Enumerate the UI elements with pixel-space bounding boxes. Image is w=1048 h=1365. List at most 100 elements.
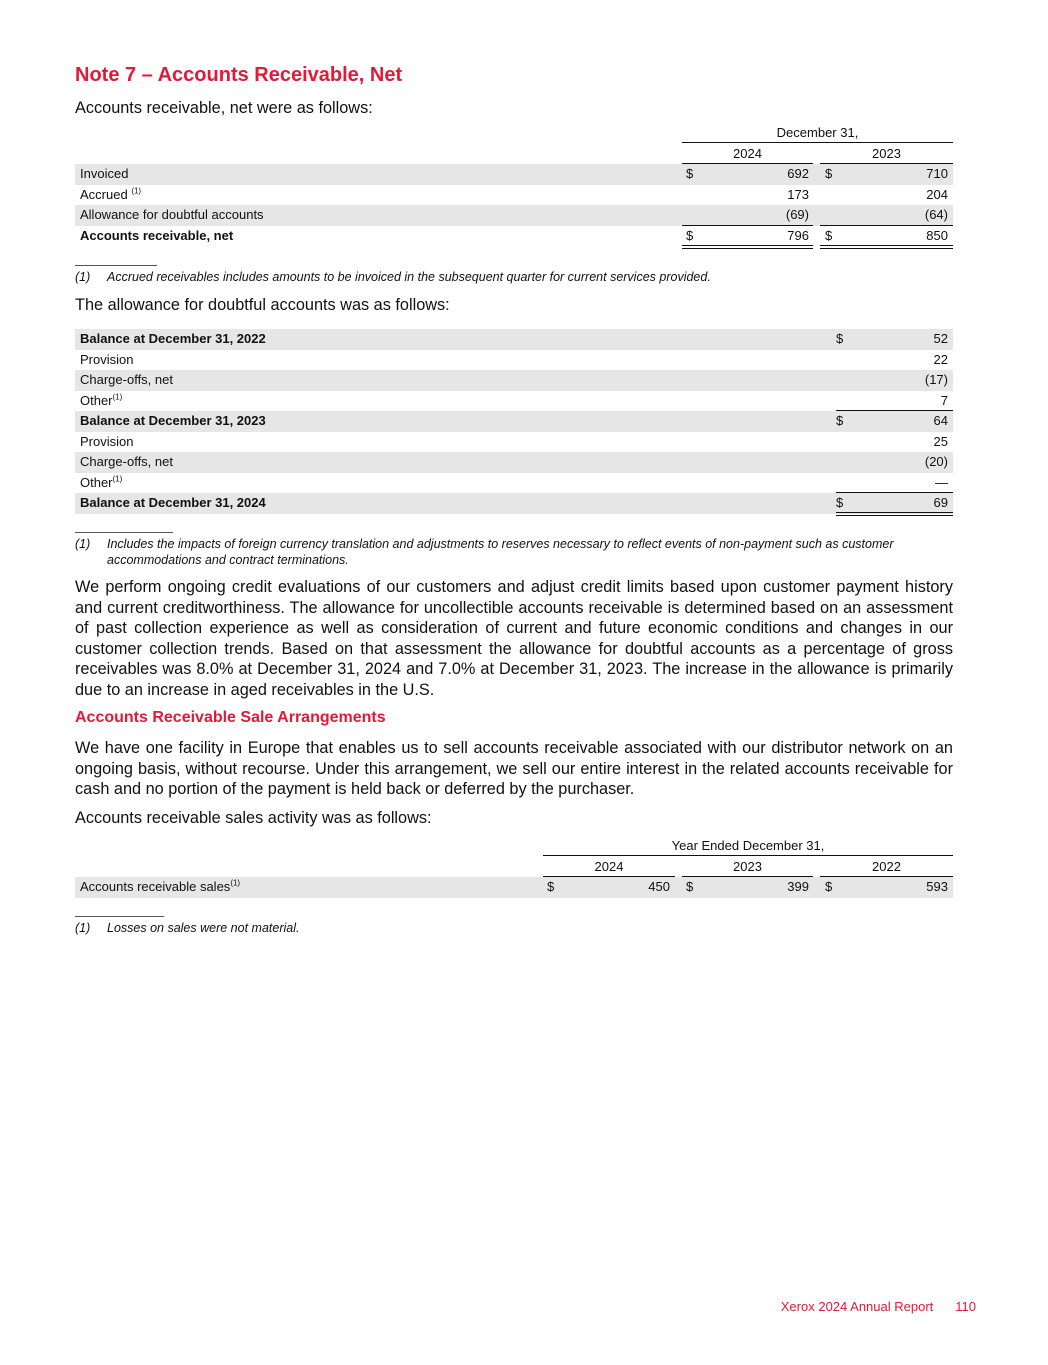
row-label: Accrued (1): [80, 185, 141, 206]
allowance-table: Balance at December 31, 2022 $52 Provision…: [75, 329, 953, 519]
footnote-marker: (1): [230, 878, 241, 888]
currency-symbol: $: [836, 495, 844, 510]
divider: [682, 142, 953, 143]
row-label: Charge-offs, net: [80, 370, 173, 391]
table-row: Accounts receivable sales(1) $450 $399 $593: [75, 877, 953, 898]
accounts-receivable-table: December 31, 2024 2023 Invoiced $692 $710 A…: [75, 123, 953, 253]
row-label-text: Accounts receivable, net: [80, 227, 234, 243]
table-row: Other(1) —: [75, 473, 953, 494]
cell-value: 692: [787, 166, 809, 181]
footnote-rule: [75, 916, 164, 917]
cell-value: 173: [787, 186, 809, 202]
row-label: Provision: [80, 432, 133, 453]
receivable-sales-table: Year Ended December 31, 2024 2023 2022 A…: [75, 836, 953, 898]
table-row: Balance at December 31, 2022 $52: [75, 329, 953, 350]
table-row: Invoiced $692 $710: [75, 164, 953, 185]
row-label-text: Accounts receivable sales: [80, 879, 231, 894]
column-header: 2024: [733, 146, 762, 161]
row-label: Accounts receivable sales(1): [80, 877, 240, 898]
cell-value: (64): [924, 207, 948, 222]
row-label: Balance at December 31, 2024: [80, 493, 266, 514]
column-group-header: Year Ended December 31,: [671, 838, 825, 853]
row-label-text: Accrued: [80, 186, 132, 202]
footnote: (1) Losses on sales were not material.: [75, 921, 300, 935]
currency-symbol: $: [686, 227, 694, 243]
currency-symbol: $: [686, 879, 694, 894]
table-row: Provision 25: [75, 432, 953, 453]
divider: [836, 410, 953, 411]
cell-value: 399: [787, 879, 809, 894]
column-header: 2023: [733, 859, 762, 874]
cell-value: 593: [926, 879, 948, 894]
currency-symbol: $: [825, 879, 833, 894]
row-label-text: Invoiced: [80, 166, 129, 181]
intro-text: Accounts receivable sales activity was a…: [75, 809, 432, 827]
row-label: Invoiced: [80, 164, 128, 185]
double-underline: [836, 512, 953, 516]
row-label: Allowance for doubtful accounts: [80, 205, 264, 226]
cell-value: 710: [926, 166, 948, 181]
cell-value: 25: [933, 433, 948, 449]
column-header: 2024: [594, 859, 624, 874]
currency-symbol: $: [825, 227, 833, 243]
intro-text: Accounts receivable, net were as follows…: [75, 99, 373, 117]
double-underline: [820, 245, 953, 249]
row-label-text: Allowance for doubtful accounts: [80, 207, 264, 222]
cell-value: 204: [926, 186, 948, 202]
currency-symbol: $: [836, 413, 844, 428]
page-footer: Xerox 2024 Annual Report 110: [759, 1299, 976, 1314]
page-number: 110: [955, 1299, 976, 1314]
footnote: (1) Accrued receivables includes amounts…: [75, 270, 711, 284]
row-label-text: Provision: [80, 433, 134, 449]
row-label: Charge-offs, net: [80, 452, 173, 473]
divider: [682, 876, 813, 877]
currency-symbol: $: [547, 879, 555, 894]
cell-value: 7: [940, 392, 948, 408]
column-header: 2022: [872, 859, 901, 874]
column-header: 2023: [872, 146, 901, 161]
table-row: Other(1) 7: [75, 391, 953, 412]
report-name: Xerox 2024 Annual Report: [780, 1299, 934, 1314]
divider: [682, 225, 813, 226]
footnote-rule: [75, 532, 173, 533]
currency-symbol: $: [825, 166, 833, 181]
divider: [820, 163, 953, 164]
table-row: Accrued (1) 173 204: [75, 185, 953, 206]
page-title: Note 7 – Accounts Receivable, Net: [75, 64, 403, 86]
currency-symbol: $: [836, 331, 844, 346]
footnote-marker: (1): [131, 186, 142, 196]
divider: [820, 225, 953, 226]
intro-text: The allowance for doubtful accounts was …: [75, 296, 450, 314]
row-label-text: Charge-offs, net: [80, 454, 173, 469]
row-label: Other(1): [80, 473, 122, 494]
divider: [820, 876, 953, 877]
row-label-text: Balance at December 31, 2022: [80, 331, 266, 346]
cell-value: (69): [785, 207, 809, 222]
table-row: Balance at December 31, 2023 $64: [75, 411, 953, 432]
divider: [836, 492, 953, 493]
row-label: Accounts receivable, net: [80, 226, 233, 247]
table-row: Provision 22: [75, 350, 953, 371]
currency-symbol: $: [686, 166, 694, 181]
divider: [543, 855, 953, 856]
row-label-text: Balance at December 31, 2024: [80, 495, 266, 510]
row-label: Balance at December 31, 2022: [80, 329, 266, 350]
divider: [682, 163, 813, 164]
table-row: Charge-offs, net (17): [75, 370, 953, 391]
divider: [543, 876, 675, 877]
double-underline: [682, 245, 813, 249]
cell-value: 69: [933, 495, 948, 510]
row-label-text: Balance at December 31, 2023: [80, 413, 266, 428]
cell-value: 64: [933, 413, 948, 428]
footnote: (1) Includes the impacts of foreign curr…: [75, 537, 894, 567]
row-label-text: Other: [80, 474, 113, 490]
row-label: Other(1): [80, 391, 122, 412]
cell-value: 796: [787, 227, 809, 243]
table-row: Balance at December 31, 2024 $69: [75, 493, 953, 514]
cell-value: 450: [648, 879, 670, 894]
row-label: Provision: [80, 350, 133, 371]
body-paragraph: We have one facility in Europe that enab…: [75, 739, 953, 798]
section-heading: Accounts Receivable Sale Arrangements: [75, 709, 386, 726]
footnote-marker: (1): [112, 474, 123, 484]
table-row: Allowance for doubtful accounts (69) (64): [75, 205, 953, 226]
